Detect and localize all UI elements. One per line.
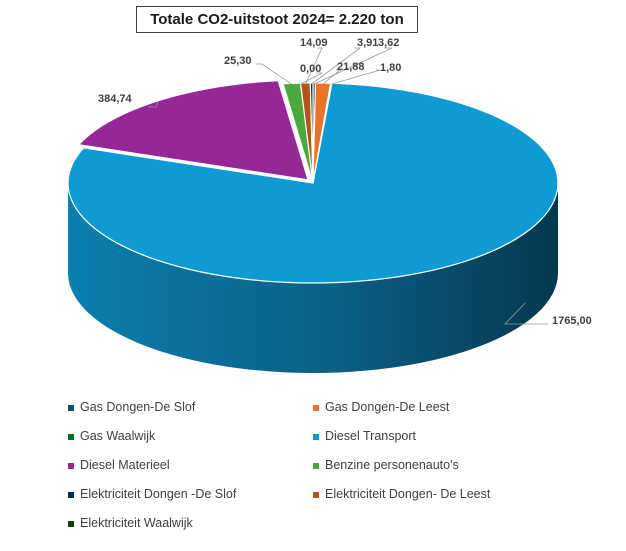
legend-label-gas-waalwijk: Gas Waalwijk xyxy=(80,429,156,443)
legend-label-diesel-transport: Diesel Transport xyxy=(325,429,417,443)
data-label-diesel-materieel: 384,74 xyxy=(98,93,133,105)
leader-line-gas-dongen-de-leest xyxy=(322,69,342,85)
legend-swatch-diesel-transport xyxy=(313,434,319,440)
data-label-gas-waalwijk: 1,80 xyxy=(380,62,401,74)
leader-lines xyxy=(148,47,548,325)
slice-elektriciteit-waalwijk[interactable] xyxy=(309,82,314,184)
data-labels: 3,62 21,88 1,80 1765,00 384,74 25,30 0,00 14,09… xyxy=(98,37,592,327)
legend-swatch-elektriciteit-dongen-de-slof xyxy=(68,492,74,498)
legend-swatch-diesel-materieel xyxy=(68,463,74,469)
data-label-benzine-personenauto-s: 25,30 xyxy=(224,55,252,67)
data-label-elektriciteit-waalwijk: 3,91 xyxy=(357,37,378,49)
data-label-elektriciteit-dongen-de-leest: 14,09 xyxy=(300,37,328,49)
leader-line-diesel-materieel xyxy=(148,101,159,108)
legend-swatch-gas-waalwijk xyxy=(68,434,74,440)
data-label-gas-dongen-de-leest: 21,88 xyxy=(337,61,365,73)
legend-label-diesel-materieel: Diesel Materieel xyxy=(80,458,170,472)
data-label-gas-dongen-de-slof: 3,62 xyxy=(378,37,399,49)
legend-label-elektriciteit-waalwijk: Elektriciteit Waalwijk xyxy=(80,516,194,530)
leader-line-elektriciteit-dongen-de-slof xyxy=(300,72,323,85)
legend-label-elektriciteit-dongen-de-leest: Elektriciteit Dongen- De Leest xyxy=(325,487,491,501)
data-label-elektriciteit-dongen-de-slof: 0,00 xyxy=(300,63,321,75)
legend-swatch-elektriciteit-waalwijk xyxy=(68,521,74,527)
leader-line-diesel-transport xyxy=(504,302,548,325)
leader-line-gas-dongen-de-slof xyxy=(314,47,393,85)
leader-line-elektriciteit-dongen-de-leest xyxy=(305,47,323,85)
data-label-diesel-transport: 1765,00 xyxy=(552,315,592,327)
leader-line-gas-waalwijk xyxy=(330,69,381,85)
leader-line-elektriciteit-waalwijk xyxy=(311,47,362,85)
legend-label-gas-dongen-de-leest: Gas Dongen-De Leest xyxy=(325,400,450,414)
legend: Gas Dongen-De Slof Gas Dongen-De Leest Gas… xyxy=(68,400,491,530)
legend-label-elektriciteit-dongen-de-slof: Elektriciteit Dongen -De Slof xyxy=(80,487,237,501)
slice-diesel-materieel[interactable] xyxy=(78,80,309,181)
legend-swatch-gas-dongen-de-slof xyxy=(68,405,74,411)
legend-label-benzine-personenauto-s: Benzine personenauto's xyxy=(325,458,459,472)
legend-swatch-benzine-personenauto-s xyxy=(313,463,319,469)
pie-slices xyxy=(67,80,559,284)
legend-swatch-gas-dongen-de-leest xyxy=(313,405,319,411)
legend-label-gas-dongen-de-slof: Gas Dongen-De Slof xyxy=(80,400,196,414)
pie-depth xyxy=(68,183,558,373)
chart-title: Totale CO2-uitstoot 2024= 2.220 ton xyxy=(136,6,418,33)
legend-swatch-elektriciteit-dongen-de-leest xyxy=(313,492,319,498)
leader-line-benzine-personenauto-s xyxy=(256,63,293,85)
slice-side-diesel-transport xyxy=(68,183,558,373)
